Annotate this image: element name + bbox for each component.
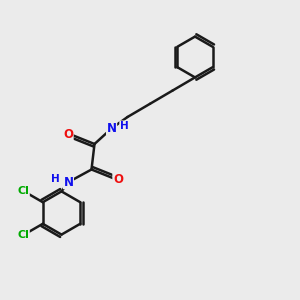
Text: Cl: Cl bbox=[17, 186, 29, 196]
Text: H: H bbox=[51, 174, 60, 184]
Text: O: O bbox=[63, 128, 73, 141]
Text: Cl: Cl bbox=[17, 230, 29, 240]
Text: N: N bbox=[106, 122, 117, 135]
Text: N: N bbox=[63, 176, 74, 189]
Text: H: H bbox=[120, 121, 129, 131]
Text: O: O bbox=[113, 172, 123, 186]
